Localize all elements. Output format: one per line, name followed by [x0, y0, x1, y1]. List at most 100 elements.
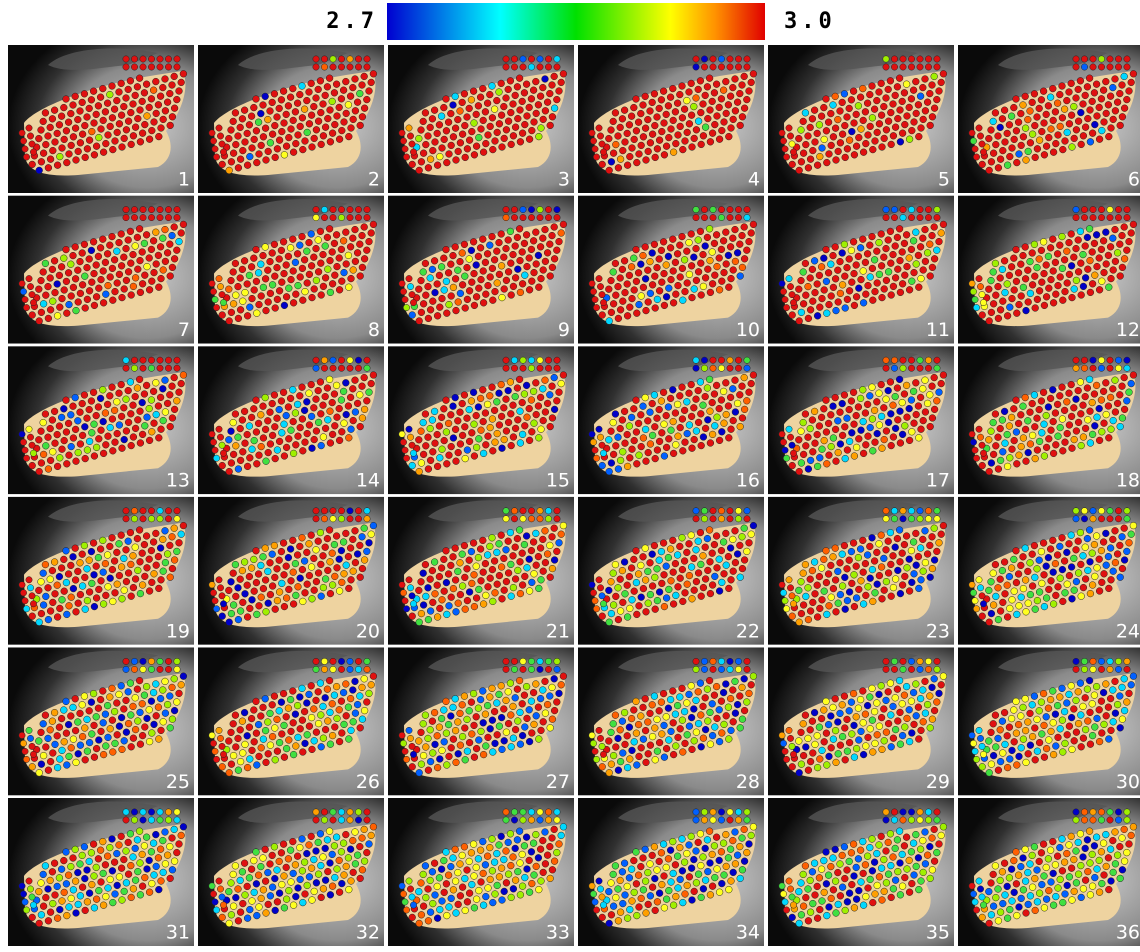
electrode: [1040, 690, 1047, 697]
electrode: [79, 250, 86, 257]
electrode: [839, 250, 846, 257]
electrode: [1089, 550, 1096, 557]
electrode: [146, 437, 153, 444]
electrode: [622, 741, 629, 748]
electrode: [718, 127, 725, 134]
electrode: [647, 441, 654, 448]
electrode: [1103, 712, 1110, 719]
electrode: [633, 278, 640, 285]
electrode: [95, 737, 102, 744]
electrode: [649, 250, 656, 257]
electrode: [711, 121, 718, 128]
electrode: [473, 745, 480, 752]
electrode: [702, 694, 709, 701]
electrode: [36, 769, 43, 776]
electrode: [403, 606, 409, 612]
electrode: [908, 95, 915, 102]
electrode: [288, 427, 295, 434]
electrode: [727, 508, 733, 514]
electrode: [253, 611, 260, 618]
electrode: [800, 150, 807, 157]
electrode: [162, 678, 169, 685]
electrode: [535, 133, 542, 140]
electrode: [341, 721, 348, 728]
electrode: [70, 133, 77, 140]
electrode: [88, 548, 95, 555]
electrode: [922, 377, 929, 384]
electrode: [739, 565, 746, 572]
electrode: [654, 145, 661, 152]
electrode: [239, 417, 246, 424]
electrode: [973, 154, 979, 160]
electrode: [669, 236, 676, 243]
electrode: [512, 425, 519, 432]
electrode: [26, 275, 32, 281]
electrode: [1091, 272, 1098, 279]
electrode: [496, 691, 503, 698]
electrode: [256, 753, 263, 760]
electrode: [969, 732, 975, 738]
electrode: [787, 585, 793, 591]
electrode: [828, 443, 835, 450]
electrode: [127, 561, 134, 568]
electrode: [274, 447, 281, 454]
electrode: [237, 576, 244, 583]
electrode: [532, 530, 539, 537]
electrode: [86, 137, 93, 144]
electrode: [327, 138, 334, 145]
electrode: [920, 267, 927, 274]
electrode: [837, 258, 844, 265]
electrode: [507, 379, 514, 386]
electrode: [1098, 658, 1104, 664]
electrode: [979, 141, 985, 147]
electrode: [1101, 570, 1108, 577]
electrode: [1098, 666, 1104, 672]
electrode: [1096, 136, 1103, 143]
electrode: [693, 214, 699, 220]
electrode: [821, 437, 828, 444]
electrode: [1082, 243, 1089, 250]
electrode: [283, 713, 290, 720]
electrode: [985, 587, 992, 594]
electrode: [521, 391, 528, 398]
electrode: [695, 237, 702, 244]
electrode: [862, 291, 869, 298]
electrode: [470, 690, 477, 697]
electrode: [1130, 372, 1137, 379]
electrode: [107, 274, 114, 281]
electrode: [546, 693, 553, 700]
electrode: [370, 372, 377, 379]
electrode: [450, 102, 457, 109]
electrode: [672, 108, 679, 115]
electrode: [324, 535, 331, 542]
electrode: [262, 577, 269, 584]
electrode: [635, 119, 642, 126]
electrode: [232, 712, 239, 719]
electrode: [459, 250, 466, 257]
electrode: [1052, 711, 1059, 718]
electrode: [919, 84, 926, 91]
electrode: [466, 287, 473, 294]
electrode: [665, 705, 672, 712]
electrode: [1056, 91, 1063, 98]
electrode: [530, 237, 537, 244]
electrode: [990, 752, 997, 759]
electrode: [640, 704, 647, 711]
electrode: [292, 560, 299, 567]
electrode: [786, 426, 792, 432]
electrode: [661, 453, 668, 460]
electrode: [148, 730, 155, 737]
electrode: [493, 97, 500, 104]
electrode: [158, 426, 165, 433]
electrode: [171, 224, 178, 231]
electrode: [361, 255, 368, 262]
electrode: [716, 738, 723, 745]
electrode: [38, 428, 45, 435]
electrode: [58, 565, 65, 572]
electrode: [65, 269, 72, 276]
electrode: [510, 584, 517, 591]
electrode: [855, 554, 862, 561]
electrode: [171, 675, 178, 682]
electrode: [320, 552, 327, 559]
